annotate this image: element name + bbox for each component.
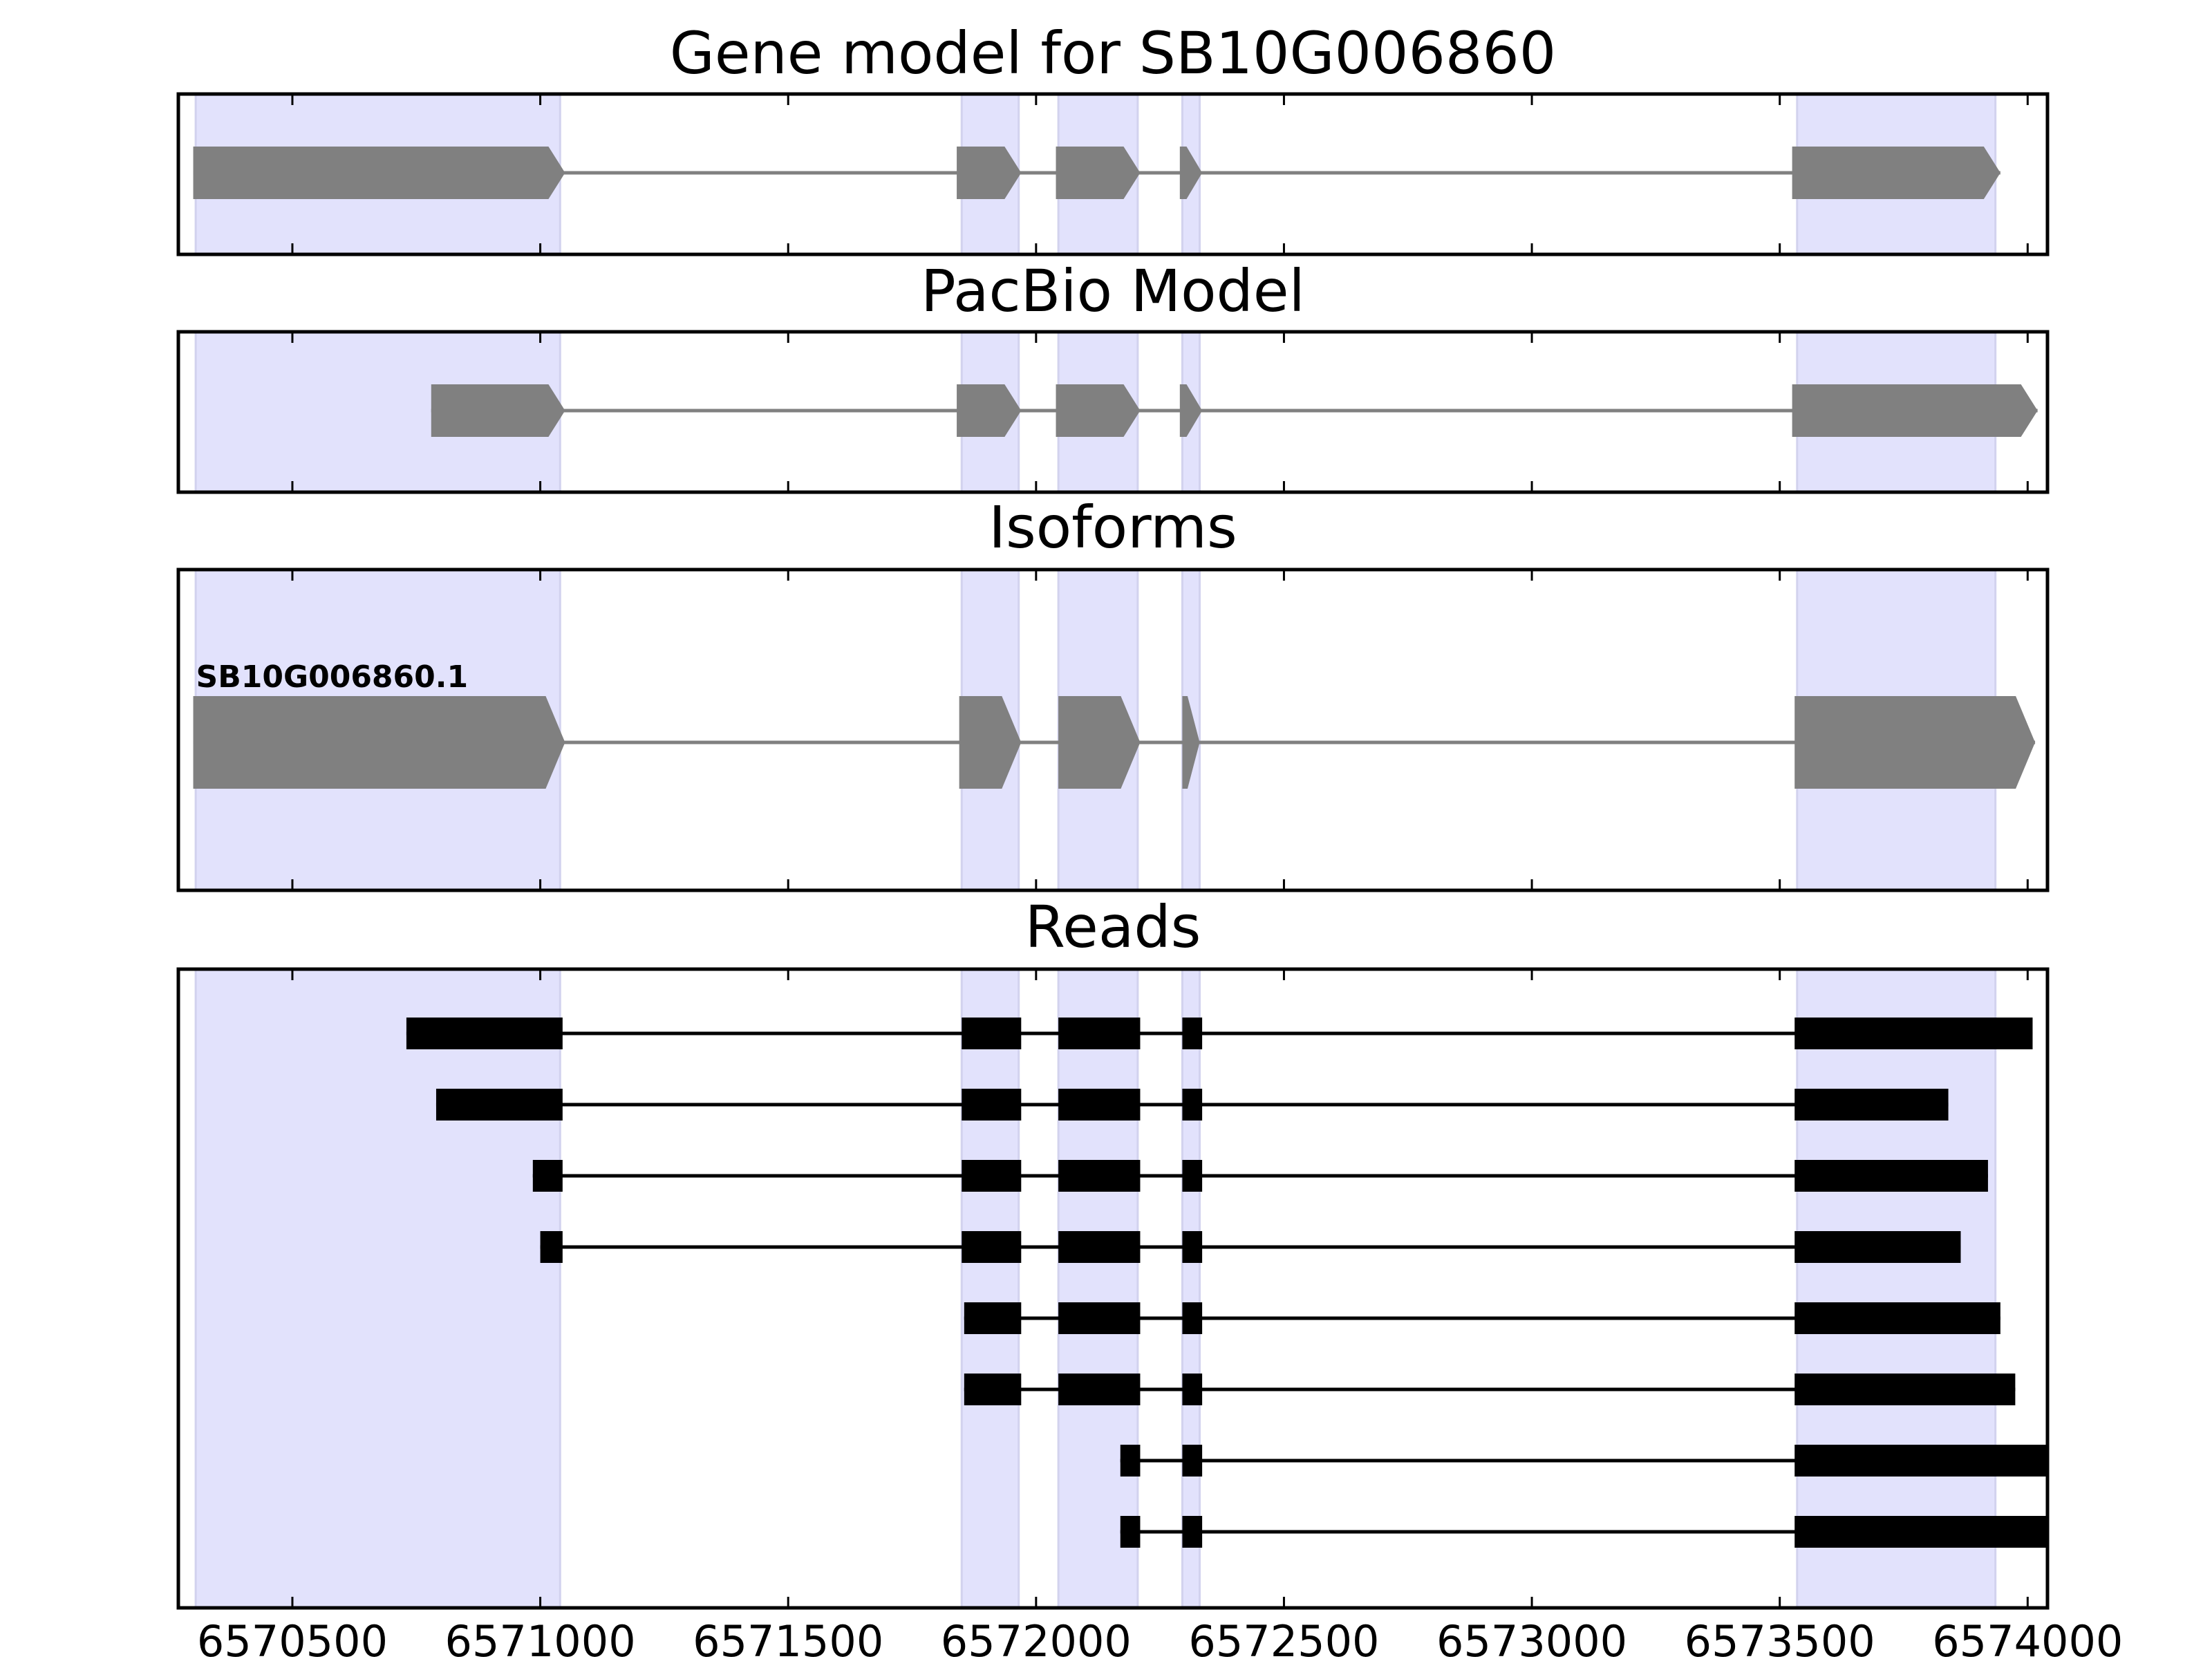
read-block [1182,1018,1203,1049]
exon-block [1182,696,1200,789]
read-block [540,1231,563,1263]
read-block [1182,1089,1203,1121]
exon-highlight-band [960,968,1020,1609]
exon-block [1058,696,1141,789]
read-block [1794,1445,2047,1477]
exon-block [1179,384,1203,437]
read-block [962,1089,1022,1121]
panel-2: PacBio Model [176,257,2050,494]
panel-3: SB10G006860.1 Isoforms [176,494,2050,892]
read-block [962,1160,1022,1192]
read-block [964,1302,1022,1334]
panel-4: Reads [176,893,2050,1610]
read-block [964,1374,1022,1405]
read-block [1058,1302,1141,1334]
x-tick-label: 6570500 [197,1616,388,1659]
read-block [1058,1018,1141,1049]
read-block [1182,1516,1203,1548]
read-block [1182,1160,1203,1192]
panel-title: Reads [1025,893,1201,961]
exon-highlight-band [194,968,561,1609]
read-track [532,1160,1988,1192]
read-block [1058,1231,1141,1263]
read-block [1058,1374,1141,1405]
isoform-label: SB10G006860.1 [196,659,469,695]
x-axis-tick-labels: 6570500 6571000 6571500 6572000 6572500 65730… [197,1616,2123,1659]
panel-title: PacBio Model [921,257,1305,325]
exon-block [1792,384,2038,437]
exon-block [957,384,1022,437]
exon-block [193,147,565,199]
read-track [1120,1516,2047,1548]
exon-block [1056,147,1141,199]
exon-highlight-band [1796,968,1997,1609]
panel-frame [176,92,2050,256]
read-block [1794,1516,2047,1548]
exon-block [193,696,565,789]
read-block [1794,1018,2033,1049]
exon-block [1179,147,1203,199]
read-block [1794,1374,2016,1405]
panel-title: Gene model for SB10G006860 [670,19,1556,87]
read-block [1182,1445,1203,1477]
x-tick-label: 6573500 [1685,1616,1875,1659]
read-block [962,1018,1022,1049]
read-block [406,1018,563,1049]
read-block [1182,1302,1203,1334]
x-tick-label: 6571500 [693,1616,883,1659]
panel-frame [176,330,2050,494]
x-tick-label: 6571000 [445,1616,636,1659]
read-track [964,1302,2000,1334]
x-tick-label: 6572500 [1188,1616,1379,1659]
read-block [435,1089,563,1121]
panel-frame [176,967,2050,1610]
read-block [962,1231,1022,1263]
panel-frame [176,568,2050,892]
x-tick-label: 6572000 [941,1616,1132,1659]
read-track [540,1231,1961,1263]
read-block [1794,1160,1988,1192]
read-track [406,1018,2033,1049]
read-block [1794,1231,1961,1263]
panels: Gene model for SB10G006860 PacBio Model SB… [176,19,2050,1610]
read-block [1182,1374,1203,1405]
x-tick-label: 6574000 [1932,1616,2123,1659]
exon-block [1056,384,1141,437]
read-track [1120,1445,2047,1477]
panel-title: Isoforms [988,494,1237,561]
exon-block [959,696,1022,789]
exon-block [1794,696,2036,789]
read-block [1058,1089,1141,1121]
read-track [435,1089,1949,1121]
exon-highlight-band [1057,968,1139,1609]
read-block [1794,1302,2000,1334]
read-block [1058,1160,1141,1192]
read-block [1794,1089,1949,1121]
read-block [532,1160,563,1192]
read-block [1120,1445,1141,1477]
x-tick-label: 6573000 [1436,1616,1627,1659]
panel-1: Gene model for SB10G006860 [176,19,2050,256]
read-track [964,1374,2016,1405]
read-block [1120,1516,1141,1548]
exon-block [957,147,1022,199]
exon-block [431,384,565,437]
read-block [1182,1231,1203,1263]
exon-block [1792,147,2000,199]
exon-highlight-band [1181,968,1201,1609]
